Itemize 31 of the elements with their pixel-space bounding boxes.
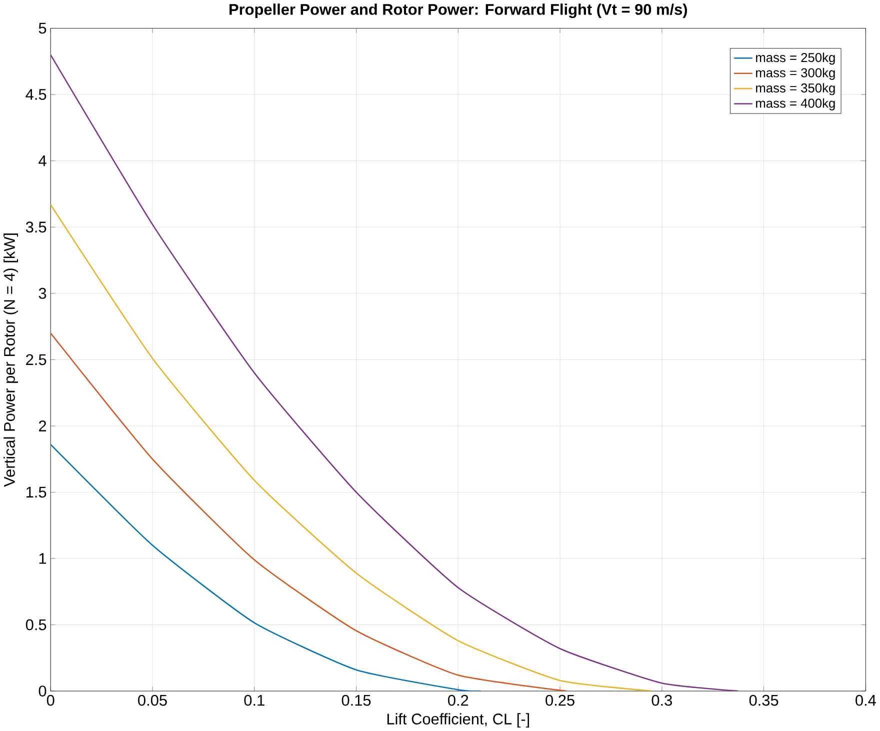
x-tick-label: 0.2 bbox=[448, 694, 468, 706]
x-tick-label: 0.25 bbox=[546, 694, 574, 706]
legend-label: mass = 400kg bbox=[756, 98, 835, 110]
x-tick-label: 0.4 bbox=[856, 694, 876, 706]
chart-title: Propeller Power and Rotor Power: Forward Flight (Vt = 90 m/s) bbox=[230, 4, 688, 18]
line-series bbox=[50, 444, 482, 692]
y-tick-label: 4.5 bbox=[26, 89, 46, 100]
y-tick-label: 1 bbox=[39, 553, 46, 564]
line-series bbox=[50, 204, 652, 692]
line-series bbox=[50, 54, 739, 692]
y-tick-label: 3.5 bbox=[26, 222, 46, 233]
x-tick-label: 0.05 bbox=[138, 694, 167, 706]
y-tick-label: 2 bbox=[38, 420, 46, 432]
line-series bbox=[50, 332, 567, 692]
y-tick-label: 0 bbox=[38, 686, 46, 696]
x-tick-label: 0.35 bbox=[749, 694, 778, 706]
y-tick-label: 4 bbox=[38, 155, 46, 166]
y-tick-label: 5 bbox=[38, 22, 46, 34]
legend-label: mass = 250kg bbox=[756, 52, 835, 65]
y-tick-label: 2.5 bbox=[26, 354, 46, 366]
x-tick-label: 0.15 bbox=[342, 694, 371, 706]
legend-label: mass = 300kg bbox=[756, 68, 835, 80]
y-axis-title: Vertical Power per Rotor (N = 4) [kW] bbox=[4, 234, 18, 487]
x-axis-title: Lift Coefficient, CL [-] bbox=[387, 713, 529, 728]
x-tick-label: 0 bbox=[46, 694, 54, 706]
x-tick-label: 0.1 bbox=[244, 694, 264, 706]
y-tick-label: 1.5 bbox=[26, 486, 46, 498]
y-tick-label: 3 bbox=[38, 288, 46, 299]
legend-label: mass = 350kg bbox=[756, 83, 835, 96]
y-tick-label: 0.5 bbox=[26, 619, 46, 630]
x-tick-label: 0.3 bbox=[652, 694, 672, 706]
